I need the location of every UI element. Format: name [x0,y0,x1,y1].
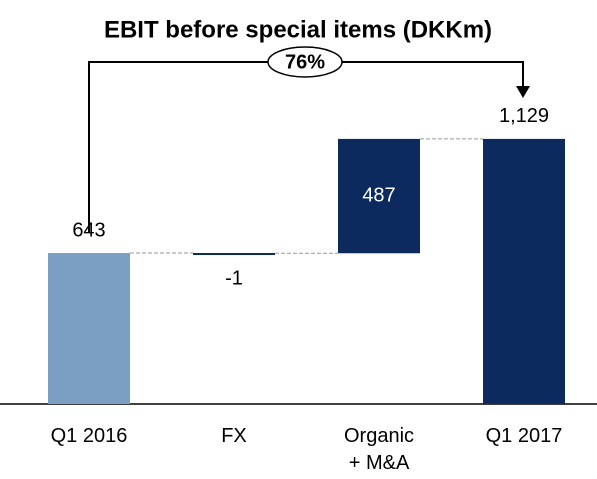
value-label: 643 [72,219,105,241]
bracket [88,61,524,232]
annotation-oval [267,46,343,78]
annotation: 76% [285,51,325,73]
arrow-head [516,86,530,98]
bar [48,253,130,404]
x-tick-label: Q1 2016 [50,425,128,447]
x-tick-label: Q1 2017 [485,425,563,447]
chart-title: EBIT before special items (DKKm) [104,16,492,43]
x-tick-label: FX [221,425,247,447]
value-label: 487 [362,184,395,206]
bar [483,138,565,404]
bar [338,138,420,254]
value-label: 1,129 [499,105,549,127]
value-label: -1 [225,267,243,289]
bar [193,253,275,256]
x-tick-label: Organic + M&A [343,425,415,474]
